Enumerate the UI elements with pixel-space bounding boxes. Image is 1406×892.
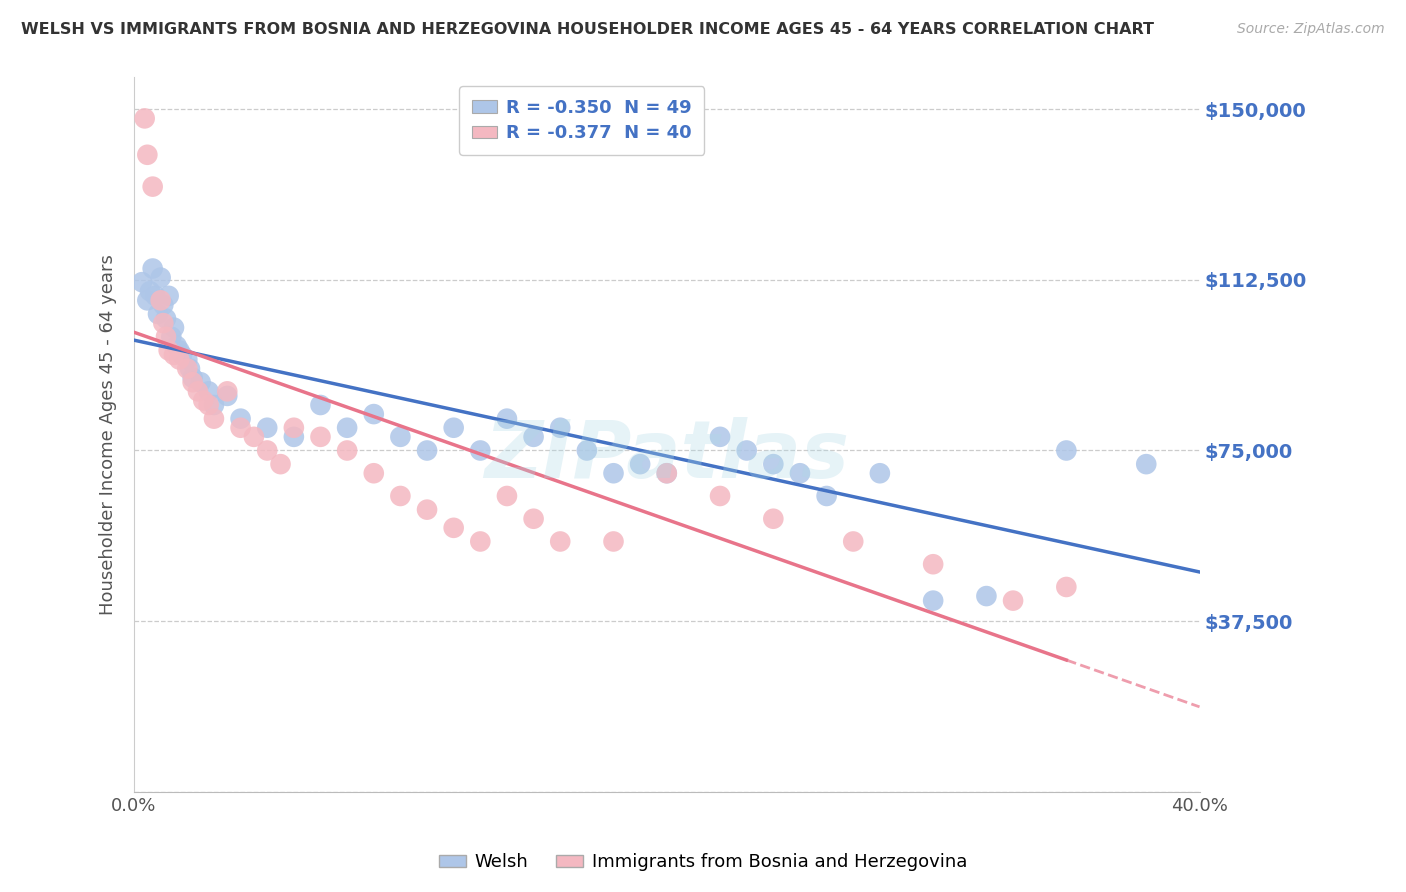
Point (523, 512, 546, 526)
Point (143, 57, 166, 71)
Point (628, 457, 651, 471)
Point (1135, 457, 1157, 471)
Point (155, 311, 177, 326)
Point (190, 376, 212, 390)
Point (202, 411, 225, 425)
Point (523, 430, 546, 444)
Point (922, 593, 945, 607)
Point (202, 398, 225, 412)
Point (443, 521, 465, 535)
Point (655, 467, 678, 481)
Text: ZIPatlas: ZIPatlas (484, 417, 849, 495)
Point (762, 457, 785, 471)
Point (789, 467, 811, 481)
Point (363, 407, 385, 421)
Point (142, 261, 165, 276)
Point (1054, 443, 1077, 458)
Point (309, 398, 332, 412)
Point (496, 411, 519, 425)
Point (217, 384, 239, 399)
Point (179, 361, 201, 376)
Point (496, 489, 519, 503)
Point (735, 443, 758, 458)
Point (976, 589, 998, 603)
Point (229, 421, 252, 435)
Point (389, 430, 412, 444)
Point (842, 534, 865, 549)
Point (146, 307, 169, 321)
Point (176, 361, 198, 376)
Point (157, 343, 180, 358)
Point (256, 421, 278, 435)
Point (143, 289, 166, 303)
Point (139, 285, 162, 299)
Point (416, 502, 439, 516)
Point (181, 370, 204, 384)
Point (163, 320, 186, 334)
Point (548, 534, 571, 549)
Point (152, 316, 174, 330)
Point (243, 430, 266, 444)
Point (136, 148, 159, 162)
Point (256, 443, 278, 458)
Point (169, 352, 191, 367)
Point (152, 298, 174, 312)
Point (575, 443, 598, 458)
Point (197, 384, 219, 399)
Point (149, 293, 172, 308)
Point (229, 411, 252, 425)
Point (922, 558, 945, 572)
Point (160, 330, 183, 344)
Point (336, 421, 359, 435)
Point (389, 489, 412, 503)
Point (166, 339, 188, 353)
Legend: Welsh, Immigrants from Bosnia and Herzegovina: Welsh, Immigrants from Bosnia and Herzeg… (432, 847, 974, 879)
Point (136, 293, 159, 308)
Y-axis label: Householder Income Ages 45 - 64 years: Householder Income Ages 45 - 64 years (100, 254, 117, 615)
Point (217, 389, 239, 403)
Point (170, 348, 193, 362)
Point (869, 467, 891, 481)
Point (149, 270, 172, 285)
Point (602, 467, 624, 481)
Point (1002, 593, 1025, 607)
Text: WELSH VS IMMIGRANTS FROM BOSNIA AND HERZEGOVINA HOUSEHOLDER INCOME AGES 45 - 64 : WELSH VS IMMIGRANTS FROM BOSNIA AND HERZ… (21, 22, 1154, 37)
Point (363, 467, 385, 481)
Point (309, 430, 332, 444)
Point (470, 534, 492, 549)
Point (283, 430, 305, 444)
Point (443, 421, 465, 435)
Point (193, 393, 215, 408)
Point (176, 352, 198, 367)
Point (155, 330, 177, 344)
Point (163, 348, 186, 362)
Point (548, 421, 571, 435)
Point (134, 112, 156, 126)
Legend: R = -0.350  N = 49, R = -0.377  N = 40: R = -0.350 N = 49, R = -0.377 N = 40 (458, 87, 704, 155)
Point (181, 376, 204, 390)
Point (762, 512, 785, 526)
Point (142, 179, 165, 194)
Point (131, 275, 153, 289)
Point (157, 289, 180, 303)
Point (336, 443, 359, 458)
Text: Source: ZipAtlas.com: Source: ZipAtlas.com (1237, 22, 1385, 37)
Point (709, 430, 731, 444)
Point (470, 443, 492, 458)
Point (270, 457, 292, 471)
Point (187, 384, 209, 399)
Point (169, 343, 191, 358)
Point (283, 421, 305, 435)
Point (815, 489, 838, 503)
Point (197, 398, 219, 412)
Point (1054, 580, 1077, 594)
Point (655, 467, 678, 481)
Point (709, 489, 731, 503)
Point (416, 443, 439, 458)
Point (602, 534, 624, 549)
